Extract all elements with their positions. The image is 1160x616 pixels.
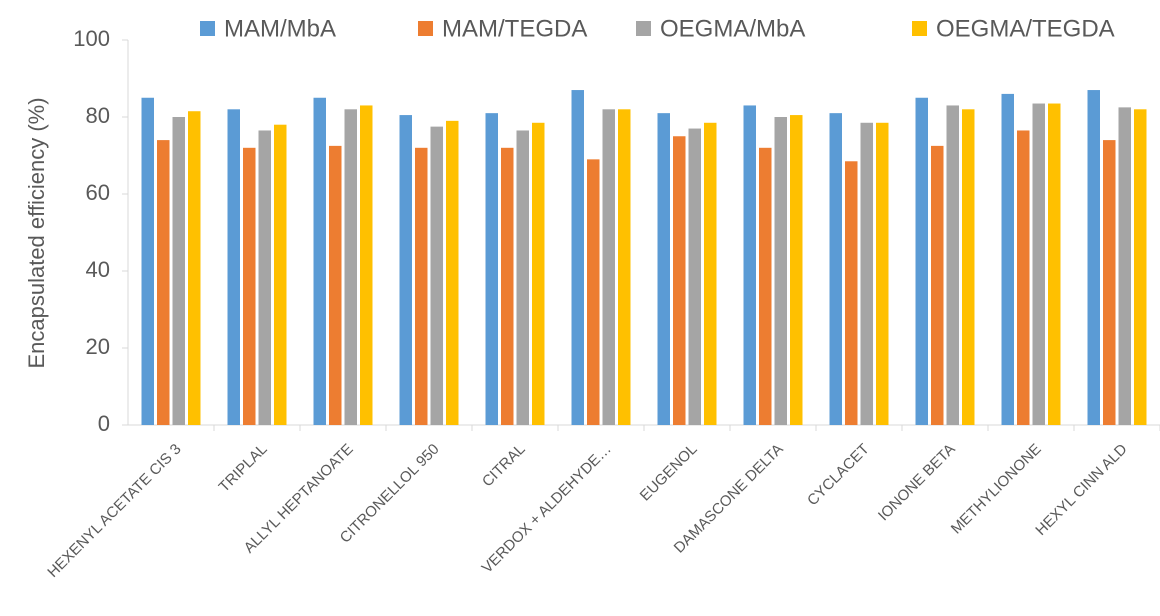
y-tick-label: 40 [86, 257, 110, 282]
bar [1017, 130, 1030, 425]
bar [532, 122, 545, 426]
x-tick-label: HEXENYL ACETATE CIS 3 [44, 441, 184, 581]
legend-label: MAM/TEGDA [442, 15, 587, 42]
bar [1048, 103, 1061, 426]
bar [673, 136, 686, 425]
bar [516, 130, 529, 425]
bar [227, 109, 240, 426]
bar [141, 97, 154, 425]
bar [157, 140, 170, 425]
bar [360, 105, 373, 425]
bar [1087, 90, 1100, 426]
bar [704, 122, 717, 426]
bar [1001, 93, 1014, 426]
legend-label: MAM/MbA [224, 15, 336, 42]
bar [274, 124, 287, 425]
bar [587, 159, 600, 425]
legend-swatch [418, 21, 433, 36]
bar [485, 113, 498, 426]
legend-swatch [200, 21, 215, 36]
bar [845, 161, 858, 425]
bar [876, 122, 889, 426]
bar [946, 105, 959, 425]
x-tick-label: CYCLACET [804, 441, 873, 510]
x-tick-label: EUGENOL [637, 441, 701, 505]
y-tick-label: 100 [73, 26, 110, 51]
bar [657, 113, 670, 426]
x-tick-label: HEXYL CINN ALD [1032, 441, 1130, 539]
bar [313, 97, 326, 425]
bar [618, 109, 631, 426]
legend-swatch [912, 21, 927, 36]
legend-swatch [636, 21, 651, 36]
bar [1103, 140, 1116, 425]
bar [188, 111, 201, 425]
x-tick-label: CITRAL [479, 441, 529, 491]
legend-label: OEGMA/MbA [660, 15, 805, 42]
bar [688, 128, 701, 426]
bar [1134, 109, 1147, 426]
bar [344, 109, 357, 426]
bar [446, 120, 459, 425]
bar [962, 109, 975, 426]
y-tick-label: 20 [86, 334, 110, 359]
y-tick-label: 60 [86, 180, 110, 205]
bar [258, 130, 271, 425]
bar [759, 147, 772, 426]
bar [501, 147, 514, 426]
bar [829, 113, 842, 426]
x-tick-label: TRIPLAL [216, 441, 271, 496]
bar [399, 115, 412, 425]
bar [931, 145, 944, 425]
x-tick-label: IONONE BETA [875, 441, 959, 525]
bar [329, 145, 342, 425]
bar [790, 115, 803, 425]
bar [243, 147, 256, 426]
bar [172, 117, 185, 425]
y-tick-label: 80 [86, 103, 110, 128]
bar [415, 147, 428, 426]
bar [571, 90, 584, 426]
bar [915, 97, 928, 425]
legend-label: OEGMA/TEGDA [936, 15, 1115, 42]
bar [602, 109, 615, 426]
bar [430, 126, 443, 425]
y-axis-label: Encapsulated efficiency (%) [24, 97, 49, 368]
y-tick-label: 0 [98, 411, 110, 436]
bar [743, 105, 756, 425]
x-tick-label: METHYLIONONE [948, 441, 1045, 538]
bar [860, 122, 873, 426]
bar [1118, 107, 1131, 425]
bar [774, 117, 787, 425]
bar [1032, 103, 1045, 426]
